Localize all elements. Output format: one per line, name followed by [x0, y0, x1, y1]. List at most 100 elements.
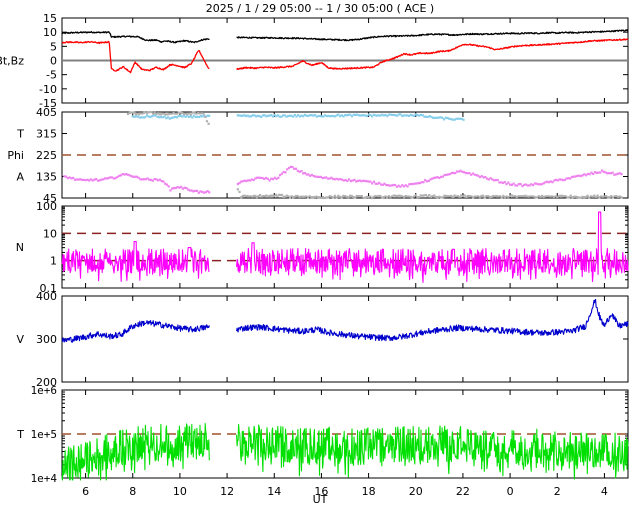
- data-point: [446, 195, 449, 198]
- data-point: [286, 168, 289, 171]
- ytick-label: 200: [36, 376, 57, 389]
- data-point: [250, 178, 253, 181]
- data-point: [569, 194, 572, 197]
- panel-frame-proton-density: [61, 205, 629, 289]
- data-point: [558, 178, 561, 181]
- data-point: [363, 179, 367, 183]
- data-point: [252, 178, 255, 182]
- data-point: [354, 113, 357, 116]
- data-point: [547, 195, 550, 198]
- data-point: [268, 114, 271, 117]
- data-point: [605, 195, 608, 198]
- data-point: [379, 183, 383, 186]
- data-point: [527, 195, 530, 198]
- ytick-label: 315: [36, 128, 57, 141]
- data-point: [516, 184, 519, 187]
- data-point: [289, 165, 292, 168]
- data-point: [450, 194, 453, 198]
- data-point: [510, 183, 513, 186]
- data-point: [139, 112, 142, 115]
- ytick-label: 300: [36, 333, 57, 346]
- data-point: [268, 179, 271, 182]
- data-point: [376, 182, 379, 185]
- data-point: [359, 195, 362, 198]
- data-point: [404, 114, 407, 117]
- series-T: [61, 423, 629, 481]
- data-point: [579, 196, 582, 199]
- data-point: [132, 175, 135, 178]
- data-point: [616, 172, 620, 175]
- data-point: [65, 175, 68, 178]
- data-point: [360, 180, 363, 183]
- data-point: [306, 196, 310, 199]
- data-point: [318, 196, 321, 199]
- data-point: [153, 177, 156, 181]
- data-point: [441, 116, 444, 119]
- data-point: [528, 184, 531, 187]
- data-point: [330, 195, 333, 198]
- data-point: [386, 114, 389, 118]
- data-point: [402, 195, 406, 199]
- series-N: [61, 211, 629, 283]
- data-point: [63, 175, 66, 178]
- data-point: [268, 194, 271, 198]
- data-point: [273, 113, 276, 117]
- data-point: [409, 195, 412, 199]
- data-point: [342, 179, 345, 182]
- ytick-label: 1e+6: [31, 384, 58, 397]
- data-point: [433, 194, 436, 197]
- data-point: [174, 186, 177, 190]
- data-point: [549, 195, 552, 198]
- data-point: [367, 180, 370, 183]
- data-point: [100, 178, 103, 181]
- data-point: [292, 196, 295, 199]
- data-point: [276, 114, 280, 117]
- data-point: [460, 117, 463, 121]
- data-point: [407, 114, 411, 118]
- ytick-label: -15: [39, 97, 57, 110]
- ytick-label: -10: [39, 83, 57, 96]
- data-point: [515, 195, 518, 199]
- data-point: [399, 185, 402, 188]
- data-point: [196, 115, 199, 118]
- data-point: [243, 179, 246, 182]
- data-point: [202, 112, 205, 115]
- data-point: [436, 176, 439, 179]
- data-point: [533, 182, 536, 185]
- data-point: [386, 184, 390, 187]
- data-point: [618, 195, 621, 198]
- data-point: [603, 195, 606, 198]
- data-point: [394, 114, 397, 117]
- data-point: [613, 173, 616, 176]
- data-point: [567, 196, 571, 199]
- data-point: [438, 176, 441, 180]
- data-point: [461, 195, 465, 198]
- data-point: [316, 175, 319, 178]
- data-point: [412, 114, 416, 117]
- data-point: [563, 178, 567, 181]
- data-point: [295, 194, 298, 198]
- data-point: [195, 112, 198, 115]
- data-point: [395, 185, 398, 188]
- data-point: [415, 182, 418, 185]
- data-point: [296, 195, 299, 198]
- data-point: [574, 195, 577, 198]
- data-point: [327, 114, 330, 117]
- data-point: [148, 110, 152, 114]
- data-point: [534, 196, 537, 199]
- data-point: [195, 189, 199, 193]
- ytick-label: 100: [36, 200, 57, 213]
- data-point: [137, 176, 140, 179]
- data-point: [406, 114, 409, 117]
- data-point: [475, 195, 478, 198]
- data-point: [184, 112, 187, 115]
- data-point: [530, 183, 533, 186]
- data-point: [581, 195, 584, 199]
- data-point: [302, 172, 305, 175]
- data-point: [490, 195, 493, 199]
- data-point: [592, 172, 595, 175]
- data-point: [172, 116, 175, 119]
- data-point: [185, 186, 188, 190]
- data-point: [392, 113, 396, 117]
- data-point: [451, 195, 454, 199]
